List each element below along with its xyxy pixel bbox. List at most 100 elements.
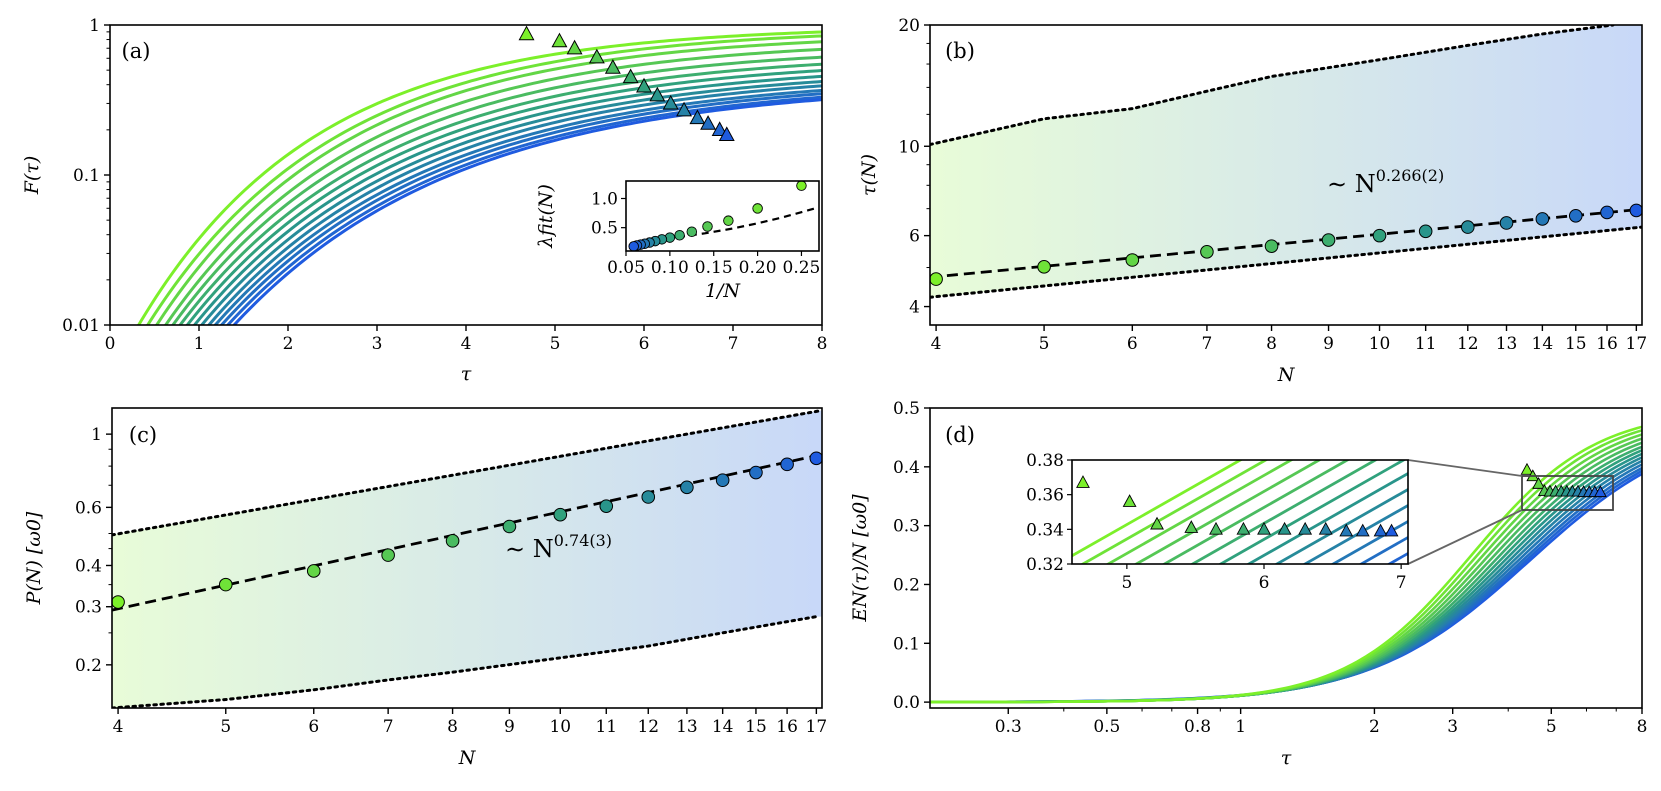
point-N8: [1264, 239, 1279, 253]
inset-a-xtick-label: 0.15: [695, 258, 733, 278]
curve-a-N17: [232, 98, 822, 325]
scaling-annotation: ∼ N0.266(2): [1327, 166, 1444, 198]
axes: [111, 407, 823, 709]
xtick-label-d: 0.5: [1093, 717, 1120, 737]
point-N9: [1321, 233, 1336, 247]
ytick-label-d: 0.2: [893, 575, 920, 595]
annotation-base: ∼ N: [1327, 170, 1376, 198]
marker-a-N15: [700, 115, 717, 130]
inset-d-xtick-label: 6: [1259, 573, 1270, 593]
curve-a-N15: [219, 92, 822, 325]
marker-d-N6: [1532, 476, 1546, 489]
zoom-box: [1521, 475, 1614, 511]
xtick-label-a: 3: [372, 334, 383, 354]
curves-a: [136, 30, 822, 325]
point-N12: [1460, 220, 1475, 234]
plot-area: [930, 25, 1642, 299]
curve-a-N6: [154, 40, 822, 325]
xtick-label: 14: [712, 717, 734, 737]
ytick-label: 0.6: [75, 498, 102, 518]
xtick-label-d: 3: [1447, 717, 1458, 737]
zoom-connector-top: [1407, 459, 1523, 477]
xtick-label-a: 7: [728, 334, 739, 354]
inset-d-marker: [1257, 521, 1271, 535]
inset-d-marker: [1277, 521, 1292, 535]
axes: [929, 24, 1643, 326]
curve-a-N14: [213, 88, 822, 325]
point-N10: [553, 507, 568, 522]
inset-a-xtick-label: 0.20: [739, 258, 777, 278]
inset-d-marker: [1076, 475, 1090, 488]
point-N10: [1372, 228, 1387, 243]
marker-a-N5: [551, 32, 568, 48]
ytick-label: 6: [909, 227, 920, 247]
xtick-label: 7: [1202, 334, 1213, 354]
inset-d-plot: [1072, 460, 1408, 564]
band-upper-line: [112, 408, 822, 537]
marker-a-N10: [636, 77, 652, 93]
marker-d-N4: [1520, 462, 1534, 475]
point-N17: [1629, 203, 1642, 218]
inset-d-marker: [1209, 521, 1223, 535]
inset-d-curve: [1330, 519, 1408, 564]
xtick-label: 10: [1369, 334, 1391, 354]
xtick-label: 9: [504, 717, 515, 737]
xtick-label: 10: [549, 717, 571, 737]
inset-a-xtick-label: 0.10: [651, 258, 689, 278]
point-N4: [930, 272, 943, 286]
xtick-label: 4: [931, 334, 942, 354]
inset-d-marker: [1298, 521, 1313, 535]
inset-a-plot: [628, 181, 815, 251]
point-N16: [780, 457, 794, 472]
curve-a-N13: [206, 84, 822, 325]
inset-d-curve: [1274, 487, 1408, 564]
panel-b: 4 5 6 7 8 9 10 11 12 13 14 15 16 17 4 6 10 20 (b) ∼ N0.266(…: [858, 16, 1647, 386]
ytick-label-a: 0.01: [62, 316, 100, 336]
confidence-band: [112, 410, 822, 708]
inset-a-point: [674, 229, 685, 241]
point-N14: [715, 473, 730, 488]
marker-a-N4: [518, 25, 535, 41]
xtick-label: 5: [1039, 334, 1050, 354]
xtick-label-d: 1: [1235, 717, 1246, 737]
marker-a-N11: [649, 86, 666, 102]
inset-a-point: [752, 203, 763, 214]
inset-d-curve: [1105, 460, 1294, 564]
inset-d-curve: [1302, 503, 1408, 564]
inset-d-marker: [1122, 494, 1137, 507]
xtick-label: 8: [447, 717, 458, 737]
inset-d-marker: [1384, 523, 1399, 537]
marker-a-N6: [566, 39, 583, 55]
inset-d-curve: [1080, 460, 1269, 564]
plot-area: [112, 408, 822, 708]
inset-d-axes: [1071, 459, 1409, 565]
xlabel-d: τ: [1281, 747, 1292, 769]
band-upper-line: [930, 25, 1615, 147]
point-N5: [218, 577, 233, 592]
xtick-label-d: 2: [1369, 717, 1380, 737]
band-lower-line: [930, 225, 1642, 299]
ytick-label-d: 0.1: [893, 634, 920, 654]
inset-d-xtick-label: 5: [1121, 573, 1132, 593]
point-N7: [1200, 245, 1214, 259]
curves-d: [930, 425, 1642, 704]
xtick-label: 11: [595, 717, 617, 737]
xtick-label-d: 0.8: [1184, 717, 1211, 737]
ytick-label: 0.2: [75, 656, 102, 676]
xtick-label: 7: [383, 717, 394, 737]
inset-d-ytick-label: 0.34: [1026, 520, 1064, 540]
xtick-label: 12: [1457, 334, 1479, 354]
xtick-label: 6: [1127, 334, 1138, 354]
xtick-label: 6: [308, 717, 319, 737]
xtick-label: 8: [1266, 334, 1277, 354]
ylabel: P(N) [ω0]: [23, 511, 45, 605]
inset-d-bg: [1072, 460, 1408, 564]
inset-a-axes: [625, 180, 820, 252]
inset-d-ytick-label: 0.38: [1026, 451, 1064, 471]
point-N4: [112, 595, 125, 609]
ytick-label-a: 0.1: [73, 166, 100, 186]
inset-d-ytick-label: 0.32: [1026, 555, 1064, 575]
marker-a-N13: [676, 101, 693, 117]
ylabel: τ(N): [858, 154, 880, 196]
inset-a-xtick-label: 0.25: [783, 258, 821, 278]
